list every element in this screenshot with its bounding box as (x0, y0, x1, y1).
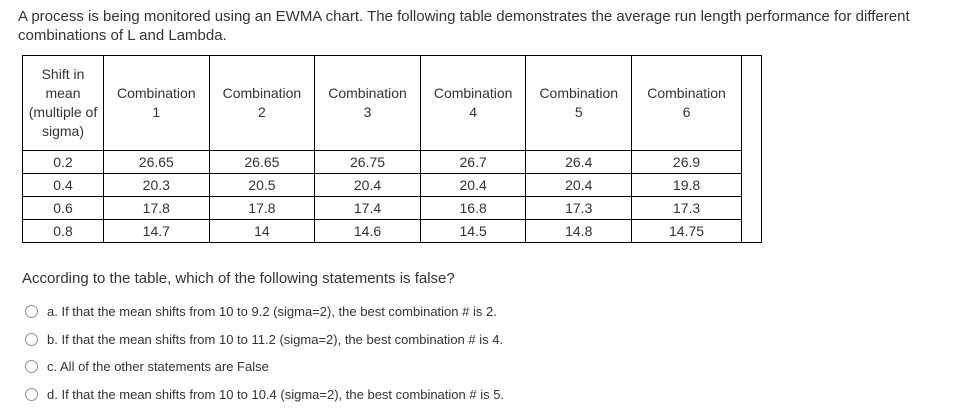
option-a-label[interactable]: a. If that the mean shifts from 10 to 9.… (47, 303, 497, 319)
column-header-combination-2: Combination 2 (208, 55, 316, 151)
table-row: 0.8 14.7 14 14.6 14.5 14.8 14.75 (22, 219, 762, 243)
corner-header: Shift in mean (multiple of sigma) (22, 55, 104, 151)
arl-performance-table: Shift in mean (multiple of sigma) Combin… (22, 55, 763, 243)
answer-option-c[interactable]: c. All of the other statements are False (25, 358, 269, 374)
table-cell: 26.4 (525, 150, 633, 174)
shift-value: 0.4 (22, 173, 104, 197)
table-cell: 17.8 (103, 196, 210, 220)
table-cell: 14.8 (525, 219, 633, 243)
radio-button-d[interactable] (25, 387, 38, 401)
table-cell: 20.4 (314, 173, 421, 197)
option-d-label[interactable]: d. If that the mean shifts from 10 to 10… (47, 386, 505, 402)
table-cell: 26.9 (631, 150, 743, 174)
column-header-combination-4: Combination 4 (419, 55, 527, 151)
shift-value: 0.2 (22, 150, 104, 174)
table-cell: 17.4 (314, 196, 421, 220)
shift-value: 0.8 (22, 219, 104, 243)
radio-button-a[interactable] (25, 304, 38, 318)
column-header-combination-1: Combination 1 (103, 55, 210, 151)
shift-value: 0.6 (22, 196, 104, 220)
table-header-row: Shift in mean (multiple of sigma) Combin… (22, 55, 763, 243)
table-cell: 17.3 (631, 196, 743, 220)
table-cell: 14 (208, 219, 316, 243)
empty-tail-cell (741, 55, 763, 243)
table-cell: 26.65 (103, 150, 210, 174)
answer-option-b[interactable]: b. If that the mean shifts from 10 to 11… (25, 331, 503, 347)
column-header-combination-6: Combination 6 (631, 55, 743, 151)
answer-option-a[interactable]: a. If that the mean shifts from 10 to 9.… (25, 303, 497, 319)
table-cell: 20.4 (525, 173, 633, 197)
table-cell: 14.6 (314, 219, 421, 243)
option-b-label[interactable]: b. If that the mean shifts from 10 to 11… (47, 331, 504, 347)
table-cell: 20.5 (208, 173, 316, 197)
table-cell: 17.3 (525, 196, 633, 220)
table-cell: 26.7 (419, 150, 527, 174)
table-cell: 14.5 (419, 219, 527, 243)
radio-button-b[interactable] (25, 332, 38, 346)
table-cell: 19.8 (631, 173, 743, 197)
answer-option-d[interactable]: d. If that the mean shifts from 10 to 10… (25, 386, 504, 402)
table-cell: 26.75 (314, 150, 421, 174)
question-text: According to the table, which of the fol… (22, 270, 455, 287)
table-row: 0.2 26.65 26.65 26.75 26.7 26.4 26.9 (22, 150, 762, 174)
option-c-label[interactable]: c. All of the other statements are False (47, 358, 269, 374)
table-cell: 20.3 (103, 173, 210, 197)
radio-button-c[interactable] (25, 359, 38, 373)
table-cell: 14.7 (103, 219, 210, 243)
table-row: 0.6 17.8 17.8 17.4 16.8 17.3 17.3 (22, 196, 762, 220)
table-cell: 14.75 (631, 219, 743, 243)
table-row: 0.4 20.3 20.5 20.4 20.4 20.4 19.8 (22, 173, 762, 197)
table-cell: 26.65 (208, 150, 316, 174)
intro-text: A process is being monitored using an EW… (18, 8, 910, 44)
table-cell: 16.8 (419, 196, 527, 220)
column-header-combination-3: Combination 3 (314, 55, 421, 151)
column-header-combination-5: Combination 5 (525, 55, 633, 151)
table-cell: 17.8 (208, 196, 316, 220)
table-cell: 20.4 (419, 173, 527, 197)
